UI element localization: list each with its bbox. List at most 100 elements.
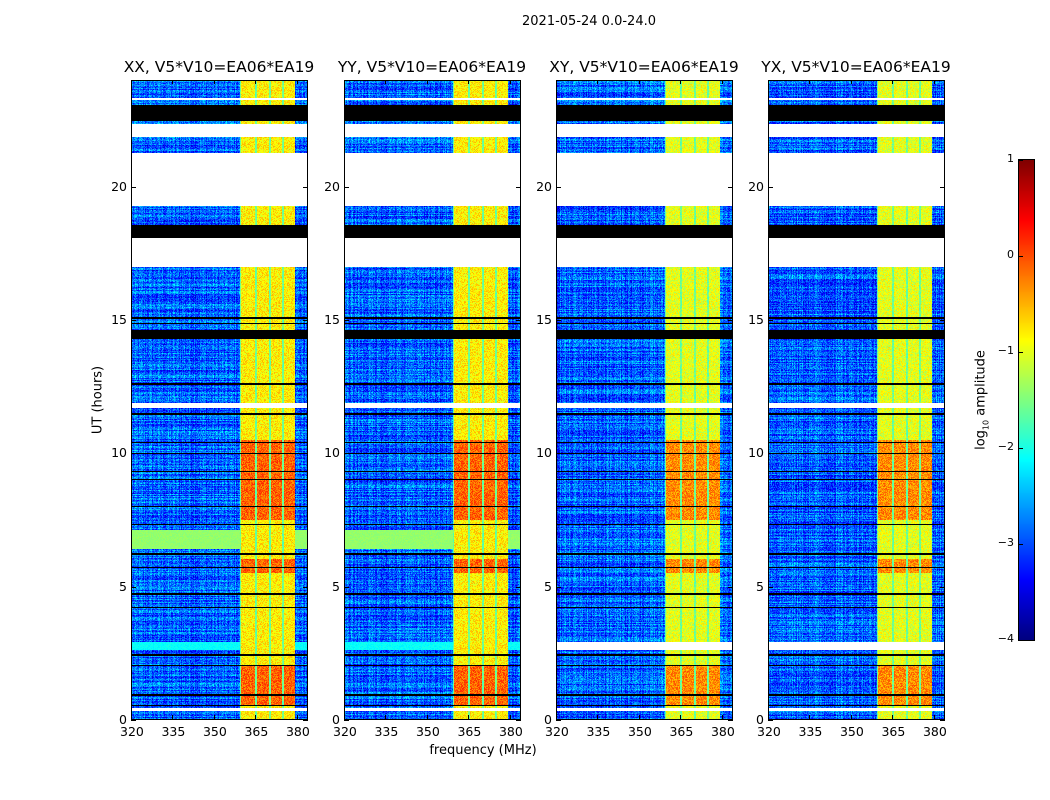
x-tick-label: 380	[285, 724, 310, 739]
y-tick-mark	[131, 320, 136, 321]
y-tick-mark	[344, 586, 349, 588]
x-tick-mark	[933, 715, 935, 719]
waterfall-heatmap	[769, 81, 944, 719]
panel-title: XX, V5*V10=EA06*EA19	[123, 58, 315, 76]
y-tick-mark	[516, 453, 521, 455]
y-tick-label: 20	[111, 178, 127, 194]
y-tick-mark	[940, 586, 945, 588]
y-tick-label: 5	[119, 578, 127, 594]
y-tick-mark	[768, 320, 773, 321]
colorbar-tick-mark	[1019, 352, 1023, 353]
colorbar-tick-mark	[1019, 448, 1023, 449]
y-tick-label: 5	[544, 578, 552, 594]
x-tick-label: 335	[798, 724, 823, 739]
x-tick-label: 335	[374, 724, 399, 739]
y-tick-label: 0	[332, 712, 340, 727]
colorbar-tick-label: 0	[1007, 248, 1014, 261]
y-tick-mark	[131, 720, 136, 721]
x-tick-label: 380	[498, 724, 523, 739]
x-tick-mark	[172, 80, 174, 84]
x-tick-label: 320	[333, 724, 357, 739]
waterfall-heatmap	[132, 81, 307, 719]
x-tick-mark	[892, 80, 894, 84]
x-tick-mark	[255, 715, 257, 719]
y-tick-mark	[303, 586, 308, 588]
colorbar-tick-mark	[1019, 640, 1023, 641]
y-tick-mark	[556, 586, 561, 588]
y-tick-mark	[940, 720, 945, 721]
x-tick-label: 365	[881, 724, 906, 739]
x-tick-mark	[680, 80, 682, 84]
x-tick-mark	[509, 715, 511, 719]
y-tick-mark	[728, 586, 733, 588]
y-tick-mark	[344, 453, 349, 455]
x-tick-mark	[809, 80, 811, 84]
y-tick-label: 15	[536, 312, 552, 327]
x-tick-mark	[468, 715, 470, 719]
waterfall-heatmap	[557, 81, 732, 719]
colorbar-gradient	[1019, 160, 1034, 640]
colorbar-tick-label: −1	[997, 344, 1014, 357]
x-tick-mark	[213, 80, 215, 84]
x-tick-mark	[344, 80, 345, 84]
x-tick-mark	[933, 80, 935, 84]
y-tick-mark	[728, 320, 733, 321]
x-tick-label: 350	[415, 724, 440, 739]
y-tick-label: 15	[324, 312, 340, 327]
colorbar-tick-mark	[1019, 256, 1023, 257]
y-tick-label: 5	[756, 578, 764, 594]
y-tick-mark	[303, 186, 308, 188]
x-tick-label: 320	[120, 724, 144, 739]
x-tick-label: 365	[669, 724, 694, 739]
x-tick-mark	[213, 715, 215, 719]
colorbar-tick-label: −3	[997, 536, 1014, 549]
colorbar	[1018, 159, 1035, 641]
x-tick-label: 380	[710, 724, 735, 739]
x-tick-mark	[296, 715, 298, 719]
colorbar-tick-label: 1	[1007, 152, 1014, 165]
x-tick-mark	[556, 80, 557, 84]
x-tick-mark	[426, 80, 428, 84]
x-tick-mark	[638, 80, 640, 84]
x-tick-mark	[255, 80, 257, 84]
x-tick-mark	[680, 715, 682, 719]
y-tick-mark	[344, 720, 349, 721]
x-tick-mark	[385, 715, 387, 719]
colorbar-label: log10 amplitude	[973, 350, 991, 450]
y-tick-mark	[728, 453, 733, 455]
y-tick-mark	[344, 320, 349, 321]
x-tick-mark	[131, 715, 132, 719]
colorbar-tick-mark	[1019, 544, 1023, 545]
colorbar-tick-label: −2	[997, 440, 1014, 453]
panel-title: YY, V5*V10=EA06*EA19	[337, 58, 527, 76]
waterfall-axes-3	[768, 80, 945, 720]
y-tick-label: 20	[748, 178, 764, 194]
y-tick-label: 5	[332, 578, 340, 594]
y-tick-label: 15	[748, 312, 764, 327]
x-axis-label: frequency (MHz)	[429, 743, 537, 758]
y-tick-label: 10	[111, 445, 127, 461]
y-tick-mark	[131, 453, 136, 455]
x-tick-mark	[385, 80, 387, 84]
x-tick-label: 335	[586, 724, 611, 739]
y-tick-mark	[131, 186, 136, 188]
x-tick-mark	[172, 715, 174, 719]
y-tick-mark	[303, 320, 308, 321]
y-tick-mark	[516, 586, 521, 588]
panel-title: YX, V5*V10=EA06*EA19	[761, 58, 951, 76]
waterfall-axes-1	[344, 80, 521, 720]
x-tick-mark	[638, 715, 640, 719]
y-tick-mark	[940, 453, 945, 455]
x-tick-mark	[721, 715, 723, 719]
waterfall-heatmap	[345, 81, 520, 719]
y-tick-mark	[940, 320, 945, 321]
x-tick-mark	[768, 715, 769, 719]
x-tick-label: 320	[545, 724, 569, 739]
y-tick-label: 0	[544, 712, 552, 727]
colorbar-tick-label: −4	[997, 632, 1014, 645]
x-tick-label: 350	[627, 724, 652, 739]
y-tick-mark	[940, 186, 945, 188]
y-tick-label: 20	[324, 178, 340, 194]
y-tick-label: 20	[536, 178, 552, 194]
x-tick-mark	[468, 80, 470, 84]
